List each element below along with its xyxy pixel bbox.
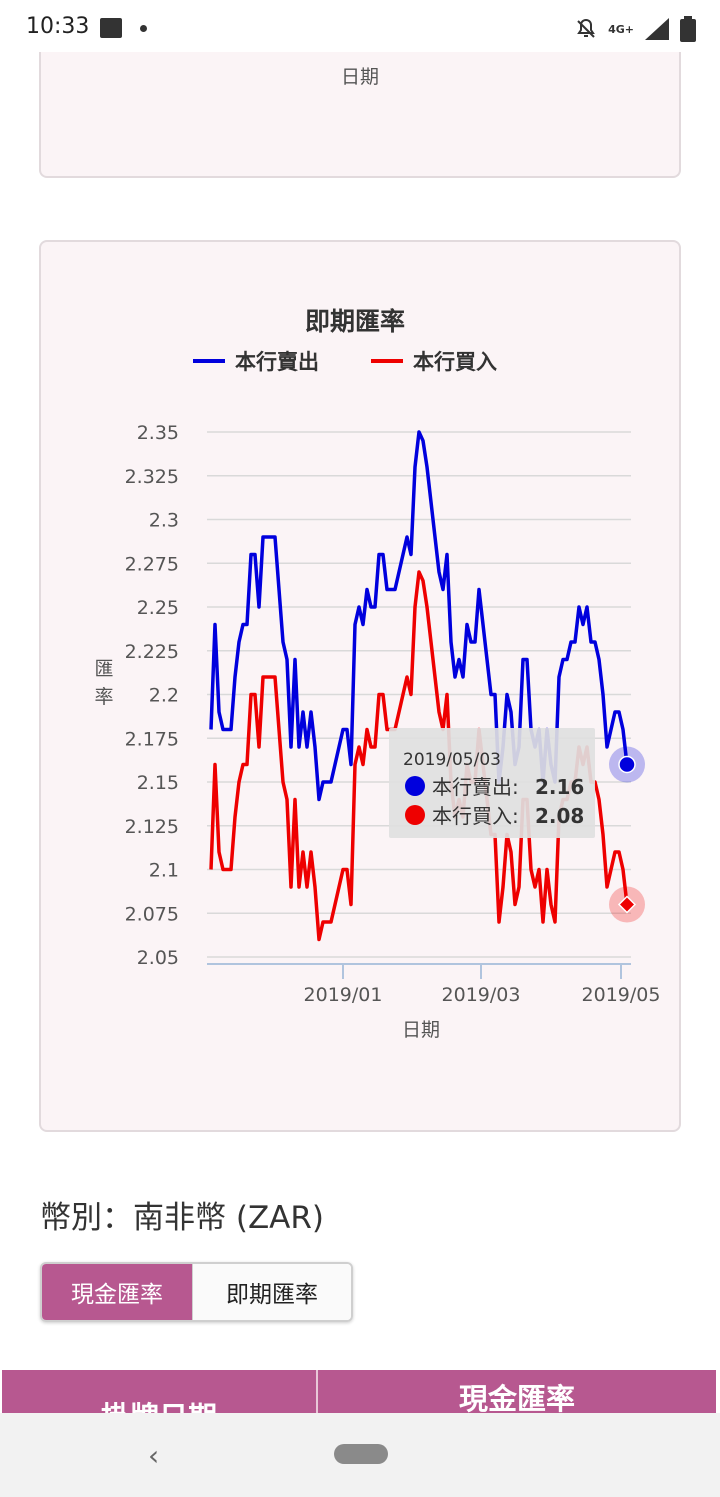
- image-notification-icon: [100, 18, 122, 38]
- previous-chart-card: 日期: [39, 52, 681, 178]
- tooltip-date: 2019/05/03: [403, 750, 501, 770]
- y-tick-label: 2.15: [137, 772, 179, 794]
- spot-rate-tab[interactable]: 即期匯率: [192, 1264, 351, 1320]
- y-tick-label: 2.3: [149, 510, 179, 532]
- network-type-label: 4G+: [608, 22, 634, 36]
- currency-label: 幣別：南非幣 (ZAR): [40, 1200, 325, 1236]
- legend-label-buy: 本行買入: [413, 350, 497, 374]
- tooltip-sell-dot: [405, 776, 425, 796]
- y-tick-label: 2.275: [125, 553, 179, 575]
- tooltip-sell-label: 本行賣出:: [432, 775, 519, 799]
- status-time: 10:33: [26, 14, 90, 39]
- notification-dot-icon: [140, 25, 147, 32]
- rate-table-header: 掛牌日期 現金匯率: [2, 1370, 716, 1414]
- back-icon[interactable]: ‹: [148, 1439, 160, 1472]
- status-icons: 4G+: [574, 14, 696, 44]
- tooltip-buy-value: 2.08: [535, 804, 584, 828]
- signal-icon: [645, 18, 669, 40]
- y-tick-label: 2.225: [125, 641, 179, 663]
- tooltip-buy-dot: [405, 805, 425, 825]
- status-bar: 10:33 4G+: [0, 0, 720, 58]
- previous-chart-xaxis-title: 日期: [340, 66, 379, 88]
- buy-hover-marker: [617, 895, 637, 914]
- x-axis-title: 日期: [402, 1019, 440, 1041]
- y-tick-label: 2.05: [137, 947, 179, 969]
- tooltip-sell-value: 2.16: [535, 775, 584, 799]
- table-header-date: 掛牌日期: [2, 1370, 318, 1414]
- series-line-sell: [209, 430, 629, 802]
- sell-hover-marker: [618, 755, 636, 774]
- y-tick-label: 2.1: [149, 860, 179, 882]
- notifications-muted-icon: [577, 18, 595, 38]
- table-header-cash-rate: 現金匯率: [458, 1382, 575, 1414]
- y-tick-label: 2.25: [137, 597, 179, 619]
- y-tick-label: 2.2: [149, 685, 179, 707]
- series-line-buy: [209, 570, 629, 942]
- tooltip-buy-label: 本行買入:: [432, 804, 519, 828]
- y-tick-label: 2.325: [125, 466, 179, 488]
- x-tick-label: 2019/01: [304, 984, 383, 1006]
- y-tick-label: 2.075: [125, 903, 179, 925]
- chart-title: 即期匯率: [305, 307, 405, 336]
- y-tick-label: 2.175: [125, 728, 179, 750]
- y-axis-title: 匯: [94, 658, 113, 680]
- x-tick-label: 2019/03: [442, 984, 521, 1006]
- x-tick-label: 2019/05: [582, 984, 661, 1006]
- battery-icon: [680, 16, 696, 42]
- y-axis-title: 率: [94, 686, 113, 708]
- tooltip-box: [389, 728, 595, 838]
- y-tick-label: 2.35: [137, 422, 179, 444]
- legend-label-sell: 本行賣出: [235, 350, 319, 374]
- home-pill-icon[interactable]: [334, 1444, 388, 1464]
- y-tick-label: 2.125: [125, 816, 179, 838]
- navigation-bar: ‹: [0, 1413, 720, 1497]
- spot-rate-chart-card: 即期匯率本行賣出 本行買入 2.35 2.325 2.3 2.275 2.25 2.225 2.…: [39, 240, 681, 1132]
- cash-rate-tab[interactable]: 現金匯率: [42, 1264, 192, 1320]
- rate-type-toggle: 現金匯率 即期匯率: [40, 1262, 353, 1322]
